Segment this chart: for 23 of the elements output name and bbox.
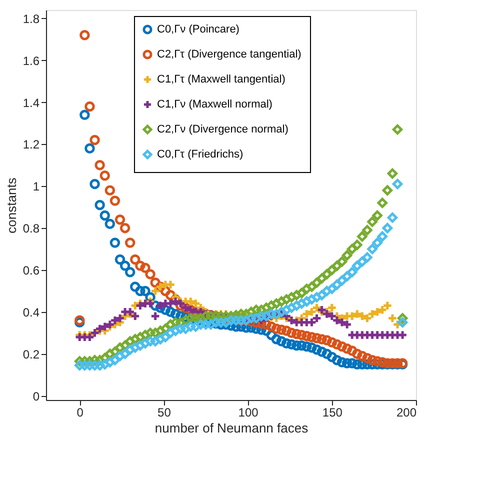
x-tick-label: 0 xyxy=(76,406,84,420)
x-tick-label: 150 xyxy=(322,406,343,420)
legend-label: C2,Γτ (Divergence tangential) xyxy=(157,48,302,60)
y-tick-label: 0 xyxy=(32,389,40,404)
y-tick-label: 1.6 xyxy=(22,54,40,68)
y-axis-title: constants xyxy=(4,177,19,234)
x-tick-label: 200 xyxy=(396,406,417,420)
x-axis-title: number of Neumann faces xyxy=(154,420,309,436)
y-tick-label: 1.8 xyxy=(22,12,40,26)
legend-label: C1,Γν (Maxwell normal) xyxy=(157,98,272,110)
y-tick-label: 0.4 xyxy=(22,305,40,320)
legend-label: C2,Γν (Divergence normal) xyxy=(157,124,288,136)
y-tick-label: 0.8 xyxy=(22,222,40,236)
x-tick-label: 50 xyxy=(158,406,172,420)
y-tick-label: 0.2 xyxy=(22,347,40,362)
y-tick-label: 0.6 xyxy=(22,264,40,278)
legend-label: C0,Γτ (Friedrichs) xyxy=(157,148,244,160)
y-tick-label: 1.2 xyxy=(22,138,40,152)
legend-label: C0,Γν (Poincare) xyxy=(157,24,240,36)
y-tick-label: 1 xyxy=(32,180,40,194)
legend-label: C1,Γτ (Maxwell tangential) xyxy=(157,74,286,86)
x-tick-label: 100 xyxy=(238,406,259,420)
y-tick-label: 1.4 xyxy=(22,96,40,110)
